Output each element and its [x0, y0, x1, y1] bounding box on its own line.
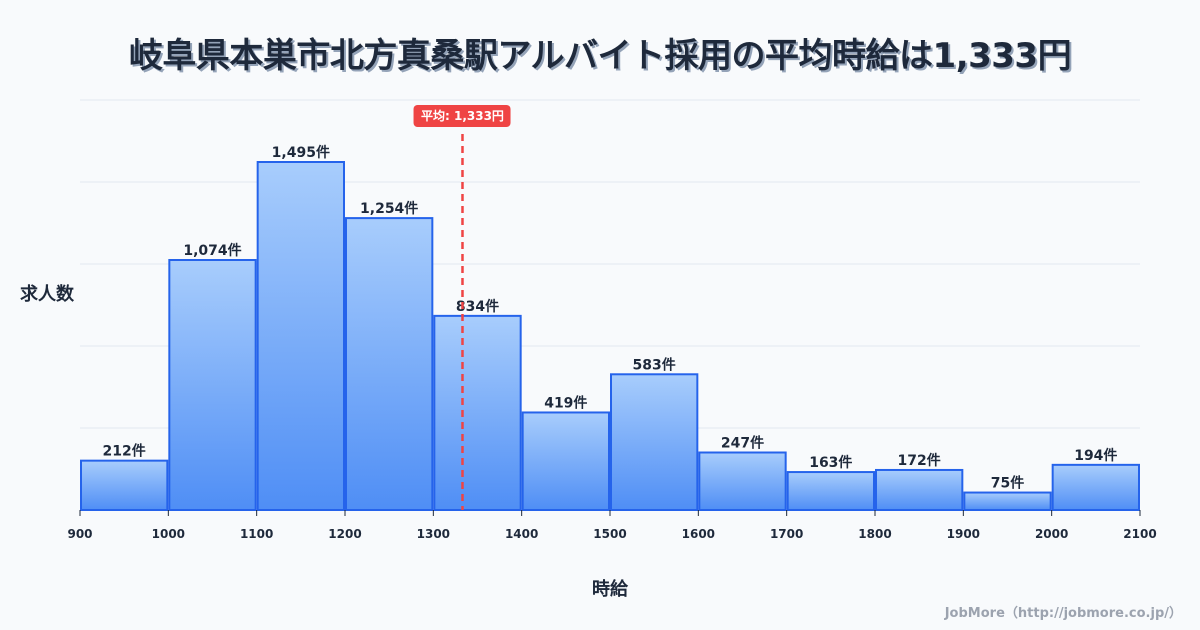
average-badge: 平均: 1,333円 [414, 105, 511, 127]
histogram-bar [433, 314, 522, 511]
chart-title: 岐阜県本巣市北方真桑駅アルバイト採用の平均時給は1,333円 [128, 36, 1072, 76]
histogram-bar [610, 373, 699, 511]
x-tick-label: 1400 [505, 527, 538, 541]
y-axis-label: 求人数 [20, 284, 74, 305]
histogram-bar [786, 471, 876, 511]
histogram-bar [698, 451, 787, 511]
bar-value-label: 163件 [809, 454, 852, 471]
x-tick-label: 1900 [947, 527, 980, 541]
histogram-bar [256, 161, 345, 511]
bar-value-label: 75件 [991, 475, 1024, 492]
x-axis-label: 時給 [592, 579, 628, 600]
histogram-bar [345, 217, 434, 511]
bar-value-label: 194件 [1074, 447, 1117, 464]
x-tick-label: 1600 [682, 527, 715, 541]
x-tick-label: 2000 [1035, 527, 1068, 541]
x-tick-label: 1700 [770, 527, 803, 541]
bar-value-label: 419件 [544, 394, 587, 411]
bar-value-label: 247件 [721, 435, 764, 452]
x-tick-label: 1300 [417, 527, 450, 541]
x-tick-label: 1800 [858, 527, 891, 541]
bar-value-label: 172件 [898, 452, 941, 469]
bar-value-label: 1,495件 [272, 144, 330, 161]
x-tick-label: 1100 [240, 527, 273, 541]
histogram-bar [1051, 463, 1140, 511]
x-tick-label: 1000 [152, 527, 185, 541]
bar-value-label: 834件 [456, 298, 499, 315]
bar-value-label: 583件 [633, 356, 676, 373]
bar-value-label: 1,074件 [183, 242, 241, 259]
bar-value-label: 1,254件 [360, 200, 418, 217]
histogram-bar [521, 411, 611, 511]
histogram-bar [875, 468, 964, 512]
bar-value-label: 212件 [103, 443, 146, 460]
x-tick-label: 1500 [593, 527, 626, 541]
x-tick-label: 1200 [328, 527, 361, 541]
x-axis: 900 1000 1100 1200 1300 1400 1500 1600 1700 1800 1… [67, 510, 1157, 541]
credit-text: JobMore（http://jobmore.co.jp/） [944, 606, 1182, 621]
bars [80, 161, 1140, 512]
histogram-bar [80, 459, 169, 512]
bar-labels: 212件 1,074件 1,495件 1,254件 834件 419件 583件 247件 16… [103, 144, 1118, 492]
x-tick-label: 2100 [1123, 527, 1156, 541]
x-tick-label: 900 [67, 527, 92, 541]
histogram-bar [963, 491, 1052, 512]
histogram-bar [168, 258, 257, 511]
